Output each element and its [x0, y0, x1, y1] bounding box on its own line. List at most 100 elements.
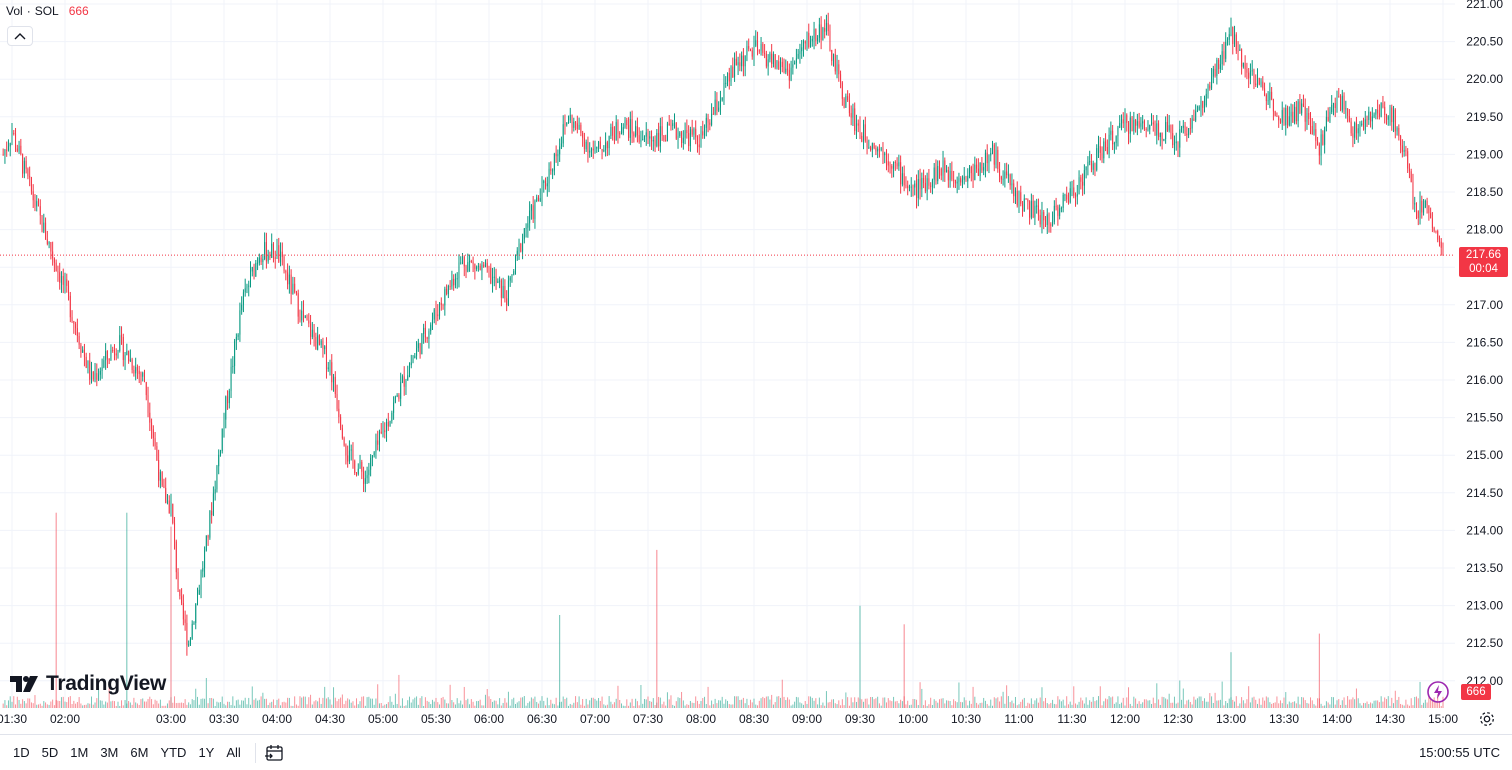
legend-label: Vol: [6, 4, 23, 18]
candle-body: [1143, 121, 1145, 129]
volume-bar: [898, 703, 900, 708]
time-tick-label: 04:00: [262, 712, 292, 726]
candle-body: [486, 262, 488, 268]
candle-body: [465, 266, 467, 272]
volume-bar: [636, 701, 638, 708]
candle-body: [419, 343, 421, 355]
volume-bar: [552, 703, 554, 708]
volume-bar: [1099, 686, 1101, 708]
volume-bar: [910, 704, 912, 708]
range-button-all[interactable]: All: [226, 745, 241, 760]
volume-bar: [691, 702, 693, 708]
volume-bar: [414, 697, 416, 708]
volume-bar: [855, 701, 857, 708]
volume-bar: [1246, 699, 1248, 708]
candle-body: [677, 136, 679, 139]
volume-bar: [1375, 700, 1377, 708]
volume-bar: [953, 699, 955, 708]
candle-body: [871, 143, 873, 150]
price-axis[interactable]: 221.00220.50220.00219.50219.00218.50218.…: [1466, 0, 1503, 688]
candle-body: [536, 197, 538, 202]
volume-bar: [1101, 705, 1103, 708]
volume-bar: [170, 526, 172, 708]
candle-body: [403, 376, 405, 387]
candle-body: [681, 132, 683, 144]
candle-body: [732, 66, 734, 78]
candle-body: [366, 475, 368, 479]
volume-bar: [99, 700, 101, 708]
volume-bar: [1257, 703, 1258, 708]
volume-bar: [1347, 696, 1349, 708]
volume-bar: [1278, 703, 1280, 708]
candle-body: [1405, 149, 1407, 152]
volume-bar: [1011, 700, 1013, 708]
volume-bar: [1204, 698, 1205, 708]
volume-bar: [1262, 697, 1264, 708]
candle-body: [172, 503, 174, 524]
time-axis[interactable]: 01:30 02:00 03:00 03:30 04:00 04:30 05:00 05:30…: [0, 712, 1458, 726]
candle-body: [854, 108, 856, 131]
volume-bar: [907, 700, 909, 708]
volume-bar: [1186, 700, 1188, 708]
candle-body: [1287, 108, 1289, 126]
range-button-3m[interactable]: 3M: [100, 745, 119, 760]
volume-bar: [643, 698, 645, 708]
candle-body: [562, 124, 564, 144]
candle-body: [674, 123, 675, 125]
candle-body: [1082, 181, 1084, 186]
candle-body: [543, 181, 545, 184]
collapse-legend-button[interactable]: [7, 26, 33, 46]
candle-body: [324, 346, 326, 350]
volume-bar: [324, 686, 326, 708]
volume-bar: [1089, 700, 1091, 708]
candle-body: [719, 100, 721, 108]
candle-body: [313, 329, 315, 338]
candle-body: [193, 622, 195, 624]
candle-body: [746, 46, 748, 56]
range-button-1d[interactable]: 1D: [13, 745, 30, 760]
volume-bar: [583, 705, 585, 708]
candle-body: [409, 365, 410, 376]
flash-icon[interactable]: [1426, 680, 1450, 704]
volume-bar: [1304, 700, 1306, 708]
volume-bar: [919, 682, 921, 708]
volume-bar: [136, 703, 138, 708]
volume-bar: [421, 696, 423, 708]
candle-body: [52, 251, 54, 259]
price-tick-label: 215.50: [1466, 411, 1503, 425]
candle-body: [91, 371, 92, 380]
volume-bar: [1391, 697, 1393, 708]
price-chart[interactable]: 221.00220.50220.00219.50219.00218.50218.…: [0, 0, 1512, 734]
volume-bar: [1370, 702, 1372, 708]
range-button-5d[interactable]: 5D: [41, 745, 59, 760]
candle-body: [1154, 124, 1156, 136]
volume-bar: [854, 697, 856, 708]
candle-body: [718, 107, 720, 111]
volume-bar: [841, 699, 843, 708]
candle-body: [32, 191, 34, 201]
candle-body: [1363, 123, 1364, 130]
candle-body: [870, 147, 872, 150]
volume-bar: [659, 697, 661, 708]
candle-body: [1285, 108, 1287, 126]
candle-body: [430, 324, 432, 332]
candle-body: [48, 242, 50, 244]
gear-icon[interactable]: [1478, 710, 1496, 728]
volume-bar: [465, 700, 467, 708]
range-button-1m[interactable]: 1M: [70, 745, 89, 760]
range-button-6m[interactable]: 6M: [130, 745, 149, 760]
volume-bar: [78, 697, 80, 708]
volume-bar: [271, 701, 273, 708]
candle-body: [1239, 49, 1241, 51]
range-button-ytd[interactable]: YTD: [160, 745, 187, 760]
volume-bar: [801, 703, 803, 708]
volume-bar: [527, 702, 529, 708]
candle-body: [548, 168, 550, 184]
candle-body: [506, 298, 508, 306]
volume-bar: [216, 701, 218, 708]
volume-bar: [665, 705, 667, 708]
range-button-1y[interactable]: 1Y: [198, 745, 215, 760]
candle-body: [534, 201, 536, 220]
utc-clock[interactable]: 15:00:55 UTC: [1419, 745, 1500, 760]
goto-date-icon[interactable]: [264, 744, 284, 762]
